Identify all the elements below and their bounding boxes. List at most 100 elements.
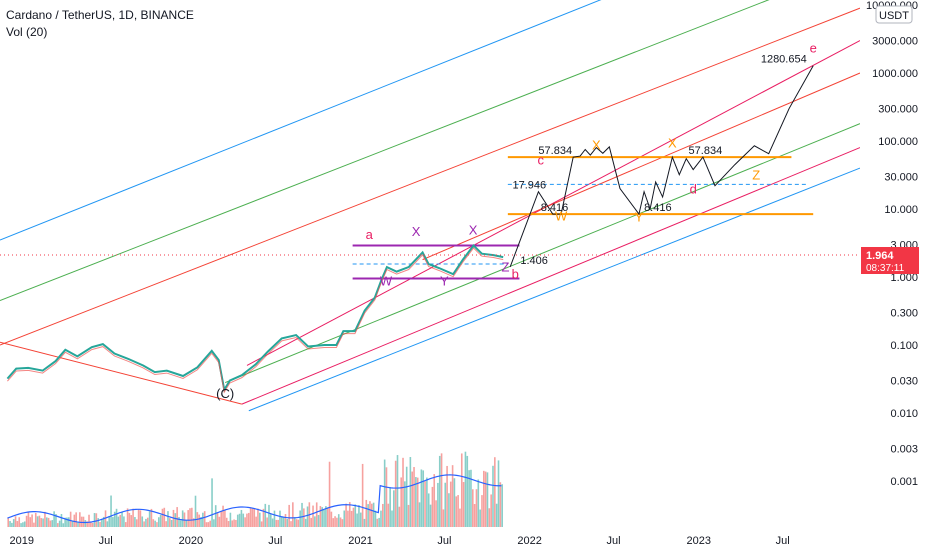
volume-bar [363,518,366,527]
wave-label: X [668,136,677,151]
volume-bar [198,514,200,527]
volume-bar [415,477,417,527]
volume-bar [200,517,202,527]
x-tick-label: 2020 [179,535,203,547]
volume-bar [471,489,474,527]
volume-bar [402,457,404,527]
volume-bar [82,516,85,527]
y-tick-label: 0.030 [890,376,918,388]
volume-bar [426,477,428,527]
volume-bar [176,507,178,527]
volume-bar [404,481,406,527]
volume-bar [49,520,52,527]
wave-label: X [412,224,421,239]
volume-bar [68,517,70,527]
volume-bar [400,477,402,527]
volume-bar [337,514,340,527]
volume-bar [453,478,456,527]
volume-bar [273,510,276,527]
y-tick-label: 3000.000 [872,36,918,48]
volume-bar [246,513,248,527]
volume-bar [62,523,65,527]
volume-bar [407,504,410,527]
volume-bar [312,505,314,527]
volume-bar [135,519,138,527]
volume-bar [249,507,252,527]
y-tick-label: 10.000 [884,204,918,216]
volume-bar [330,511,333,527]
volume-bar [501,484,503,527]
trend-lines [0,0,861,412]
volume-bar [429,504,432,527]
volume-bar [130,515,133,527]
volume-bar [277,519,279,527]
volume-bar [112,517,114,527]
volume-bar [365,499,368,527]
volume-bar [20,523,22,527]
volume-bar [53,511,55,527]
volume-bar [462,482,465,527]
volume-bar [282,517,285,527]
volume-bar [416,477,419,527]
price-label: 1280.654 [761,54,807,66]
volume-bar [36,516,39,527]
volume-bar [27,512,30,527]
volume-bar [225,517,228,527]
volume-bar [348,502,351,527]
y-tick-label: 100.000 [878,136,918,148]
volume-bar [224,510,226,527]
volume-bar [180,520,182,527]
currency-badge[interactable]: USDT [875,5,913,24]
volume-bar [468,470,470,527]
volume-bar [159,514,162,527]
volume-bar [271,518,274,527]
volume-bar [156,522,158,527]
volume-bar [483,470,485,527]
price-label: 8.416 [541,202,569,214]
price-line-low [7,247,504,394]
volume-bar [233,519,235,527]
volume-indicator-label[interactable]: Vol (20) [6,25,48,39]
volume-bar [16,521,19,527]
volume-bar [90,521,92,527]
volume-bar [413,467,415,527]
volume-bar [167,511,169,527]
price-axis[interactable]: 10000.0003000.0001000.000300.000100.0003… [866,0,918,488]
volume-bar [438,455,441,527]
trend-line-0 [0,0,602,241]
price-label: 17.946 [512,180,546,192]
volume-bar [378,517,380,527]
wave-label: Z [502,260,510,275]
volume-bar [64,517,66,527]
volume-bar [161,508,164,527]
volume-bar [325,506,327,527]
volume-bar [209,520,212,527]
volume-bar [18,517,21,527]
x-tick-label: 2019 [10,535,34,547]
current-price: 1.964 [866,250,894,262]
volume-bar [473,504,476,527]
volume-bar [257,508,259,527]
volume-bar [222,505,224,527]
volume-bar [31,514,33,527]
volume-bar [457,495,459,527]
volume-bar [451,465,454,527]
wave-label: X [592,137,601,152]
volume-bar [444,482,447,527]
volume-bar [40,518,43,527]
volume-bar [119,514,122,527]
volume-bar [383,459,386,527]
volume-bar [71,521,74,527]
price-labels: 1.406 17.946 8.416 57.834 8.416 57.834 1280.65… [512,54,806,267]
volume-bar [431,486,434,527]
time-axis[interactable]: 2019 Jul 2020 Jul 2021 Jul 2022 Jul 2023 Jul [10,535,790,547]
volume-bar [281,516,283,527]
x-tick-label: Jul [99,535,113,547]
volume-bar [174,513,177,527]
volume-bar [370,503,373,527]
x-tick-label: Jul [268,535,282,547]
volume-bar [240,509,243,527]
volume-bar [117,516,120,527]
volume-bar [108,515,111,527]
